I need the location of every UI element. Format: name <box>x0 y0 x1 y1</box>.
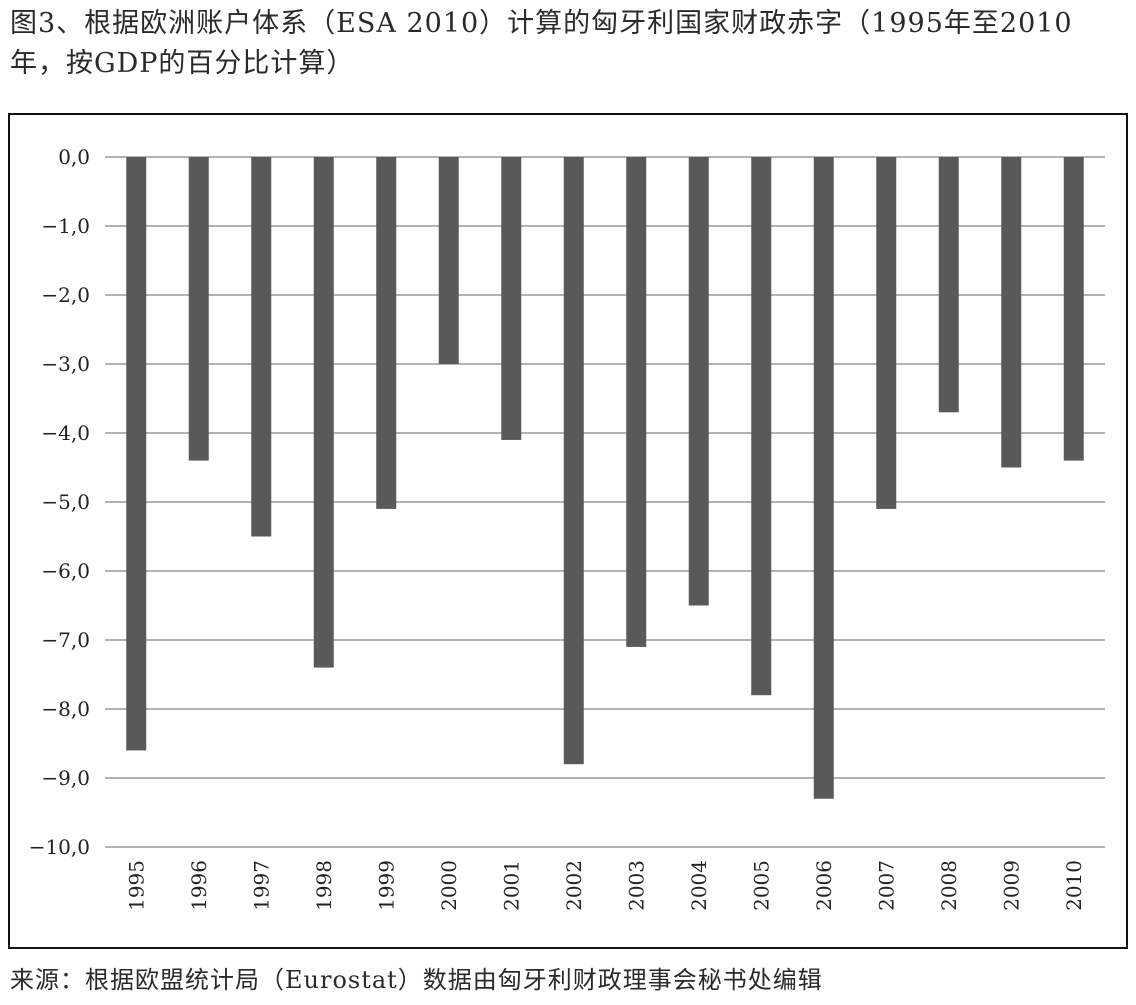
y-tick-labels: 0,0 −1,0 −2,0 −3,0 −4,0 −5,0 −6,0 −7,0 −8,0 −9,0 −… <box>29 145 90 859</box>
bar-2008 <box>938 157 959 413</box>
bar-2007 <box>876 157 897 509</box>
bar-1999 <box>376 157 397 509</box>
y-tick-label: −3,0 <box>41 352 90 376</box>
x-tick-label: 2001 <box>499 860 523 911</box>
y-tick-label: −5,0 <box>41 490 90 514</box>
x-tick-label: 1998 <box>312 860 336 911</box>
chart-frame: 0,0 −1,0 −2,0 −3,0 −4,0 −5,0 −6,0 −7,0 −8,0 −9,0 −… <box>8 113 1128 949</box>
bar-1996 <box>188 157 209 461</box>
source-note: 来源：根据欧盟统计局（Eurostat）数据由匈牙利财政理事会秘书处编辑 <box>10 966 823 994</box>
x-tick-label: 2007 <box>874 860 898 911</box>
x-tick-label: 2002 <box>562 860 586 911</box>
y-tick-label: −7,0 <box>41 628 90 652</box>
y-tick-label: 0,0 <box>58 145 90 169</box>
y-tick-label: −8,0 <box>41 697 90 721</box>
bar-2004 <box>688 157 709 606</box>
x-tick-label: 2003 <box>624 860 648 911</box>
x-tick-label: 1997 <box>249 860 273 911</box>
y-tick-label: −6,0 <box>41 559 90 583</box>
bar-2001 <box>501 157 522 440</box>
x-tick-label: 2008 <box>937 860 961 911</box>
bar-chart: 0,0 −1,0 −2,0 −3,0 −4,0 −5,0 −6,0 −7,0 −8,0 −9,0 −… <box>29 145 1105 911</box>
x-tick-label: 2004 <box>687 860 711 911</box>
chart-title: 图3、根据欧洲账户体系（ESA 2010）计算的匈牙利国家财政赤字（1995年至… <box>10 8 1073 79</box>
x-tick-label: 2006 <box>812 860 836 911</box>
bar-2000 <box>438 157 459 364</box>
bar-2003 <box>626 157 647 647</box>
y-tick-label: −2,0 <box>41 283 90 307</box>
bar-1995 <box>126 157 147 751</box>
x-tick-label: 2010 <box>1062 860 1086 911</box>
x-tick-label: 1995 <box>124 860 148 911</box>
grid-lines <box>105 156 1105 848</box>
bar-2006 <box>813 157 834 799</box>
y-tick-label: −1,0 <box>41 214 90 238</box>
x-tick-labels: 1995 1996 1997 1998 1999 2000 2001 2002 2003 2004… <box>124 860 1086 911</box>
x-tick-label: 1999 <box>374 860 398 911</box>
bar-2002 <box>563 157 584 765</box>
x-tick-label: 2005 <box>749 860 773 911</box>
y-tick-label: −4,0 <box>41 421 90 445</box>
bar-2009 <box>1001 157 1022 468</box>
y-tick-label: −9,0 <box>41 766 90 790</box>
x-tick-label: 1996 <box>187 860 211 911</box>
x-tick-label: 2000 <box>437 860 461 911</box>
x-tick-label: 2009 <box>999 860 1023 911</box>
y-tick-label: −10,0 <box>29 835 90 859</box>
bar-2005 <box>751 157 772 696</box>
bar-1997 <box>251 157 272 537</box>
bars <box>126 157 1084 799</box>
bar-2010 <box>1063 157 1084 461</box>
bar-1998 <box>313 157 334 668</box>
